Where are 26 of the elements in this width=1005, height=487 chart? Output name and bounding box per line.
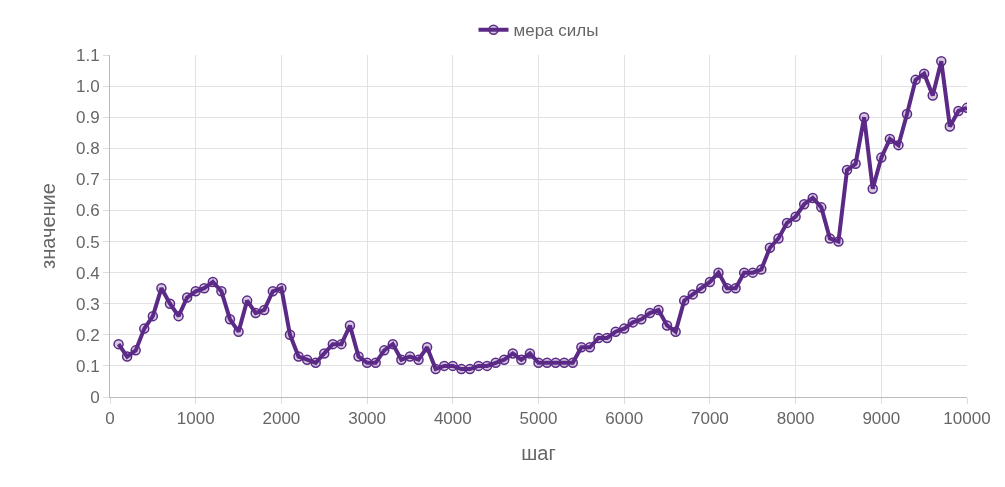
y-tick-label: 1.0 bbox=[75, 77, 100, 97]
x-tick-label: 7000 bbox=[690, 409, 729, 429]
y-tick-label: 0.3 bbox=[75, 294, 100, 314]
x-axis-title: шаг bbox=[521, 441, 556, 464]
x-tick-label: 0 bbox=[105, 409, 115, 429]
y-tick-label: 0.9 bbox=[75, 108, 100, 128]
x-tick-label: 6000 bbox=[605, 409, 644, 429]
x-tick-label: 1000 bbox=[176, 409, 215, 429]
x-tick-label: 3000 bbox=[348, 409, 387, 429]
x-tick-label: 9000 bbox=[862, 409, 901, 429]
y-tick-label: 0.4 bbox=[75, 263, 100, 283]
x-tick-label: 5000 bbox=[519, 409, 558, 429]
x-tick-label: 4000 bbox=[433, 409, 472, 429]
y-tick-label: 0.6 bbox=[75, 201, 100, 221]
x-tick-label: 2000 bbox=[262, 409, 301, 429]
y-axis-title: значение bbox=[37, 183, 60, 269]
y-tick-label: 0 bbox=[90, 387, 100, 407]
x-tick-label: 8000 bbox=[776, 409, 815, 429]
x-tick-label: 10000 bbox=[943, 409, 991, 429]
legend-label: мера силы bbox=[513, 21, 599, 41]
y-tick-label: 1.1 bbox=[75, 45, 100, 65]
y-tick-label: 0.1 bbox=[75, 356, 100, 376]
y-tick-label: 0.5 bbox=[75, 232, 100, 252]
y-tick-label: 0.7 bbox=[75, 170, 100, 190]
y-tick-label: 0.2 bbox=[75, 325, 100, 345]
y-tick-label: 0.8 bbox=[75, 139, 100, 159]
